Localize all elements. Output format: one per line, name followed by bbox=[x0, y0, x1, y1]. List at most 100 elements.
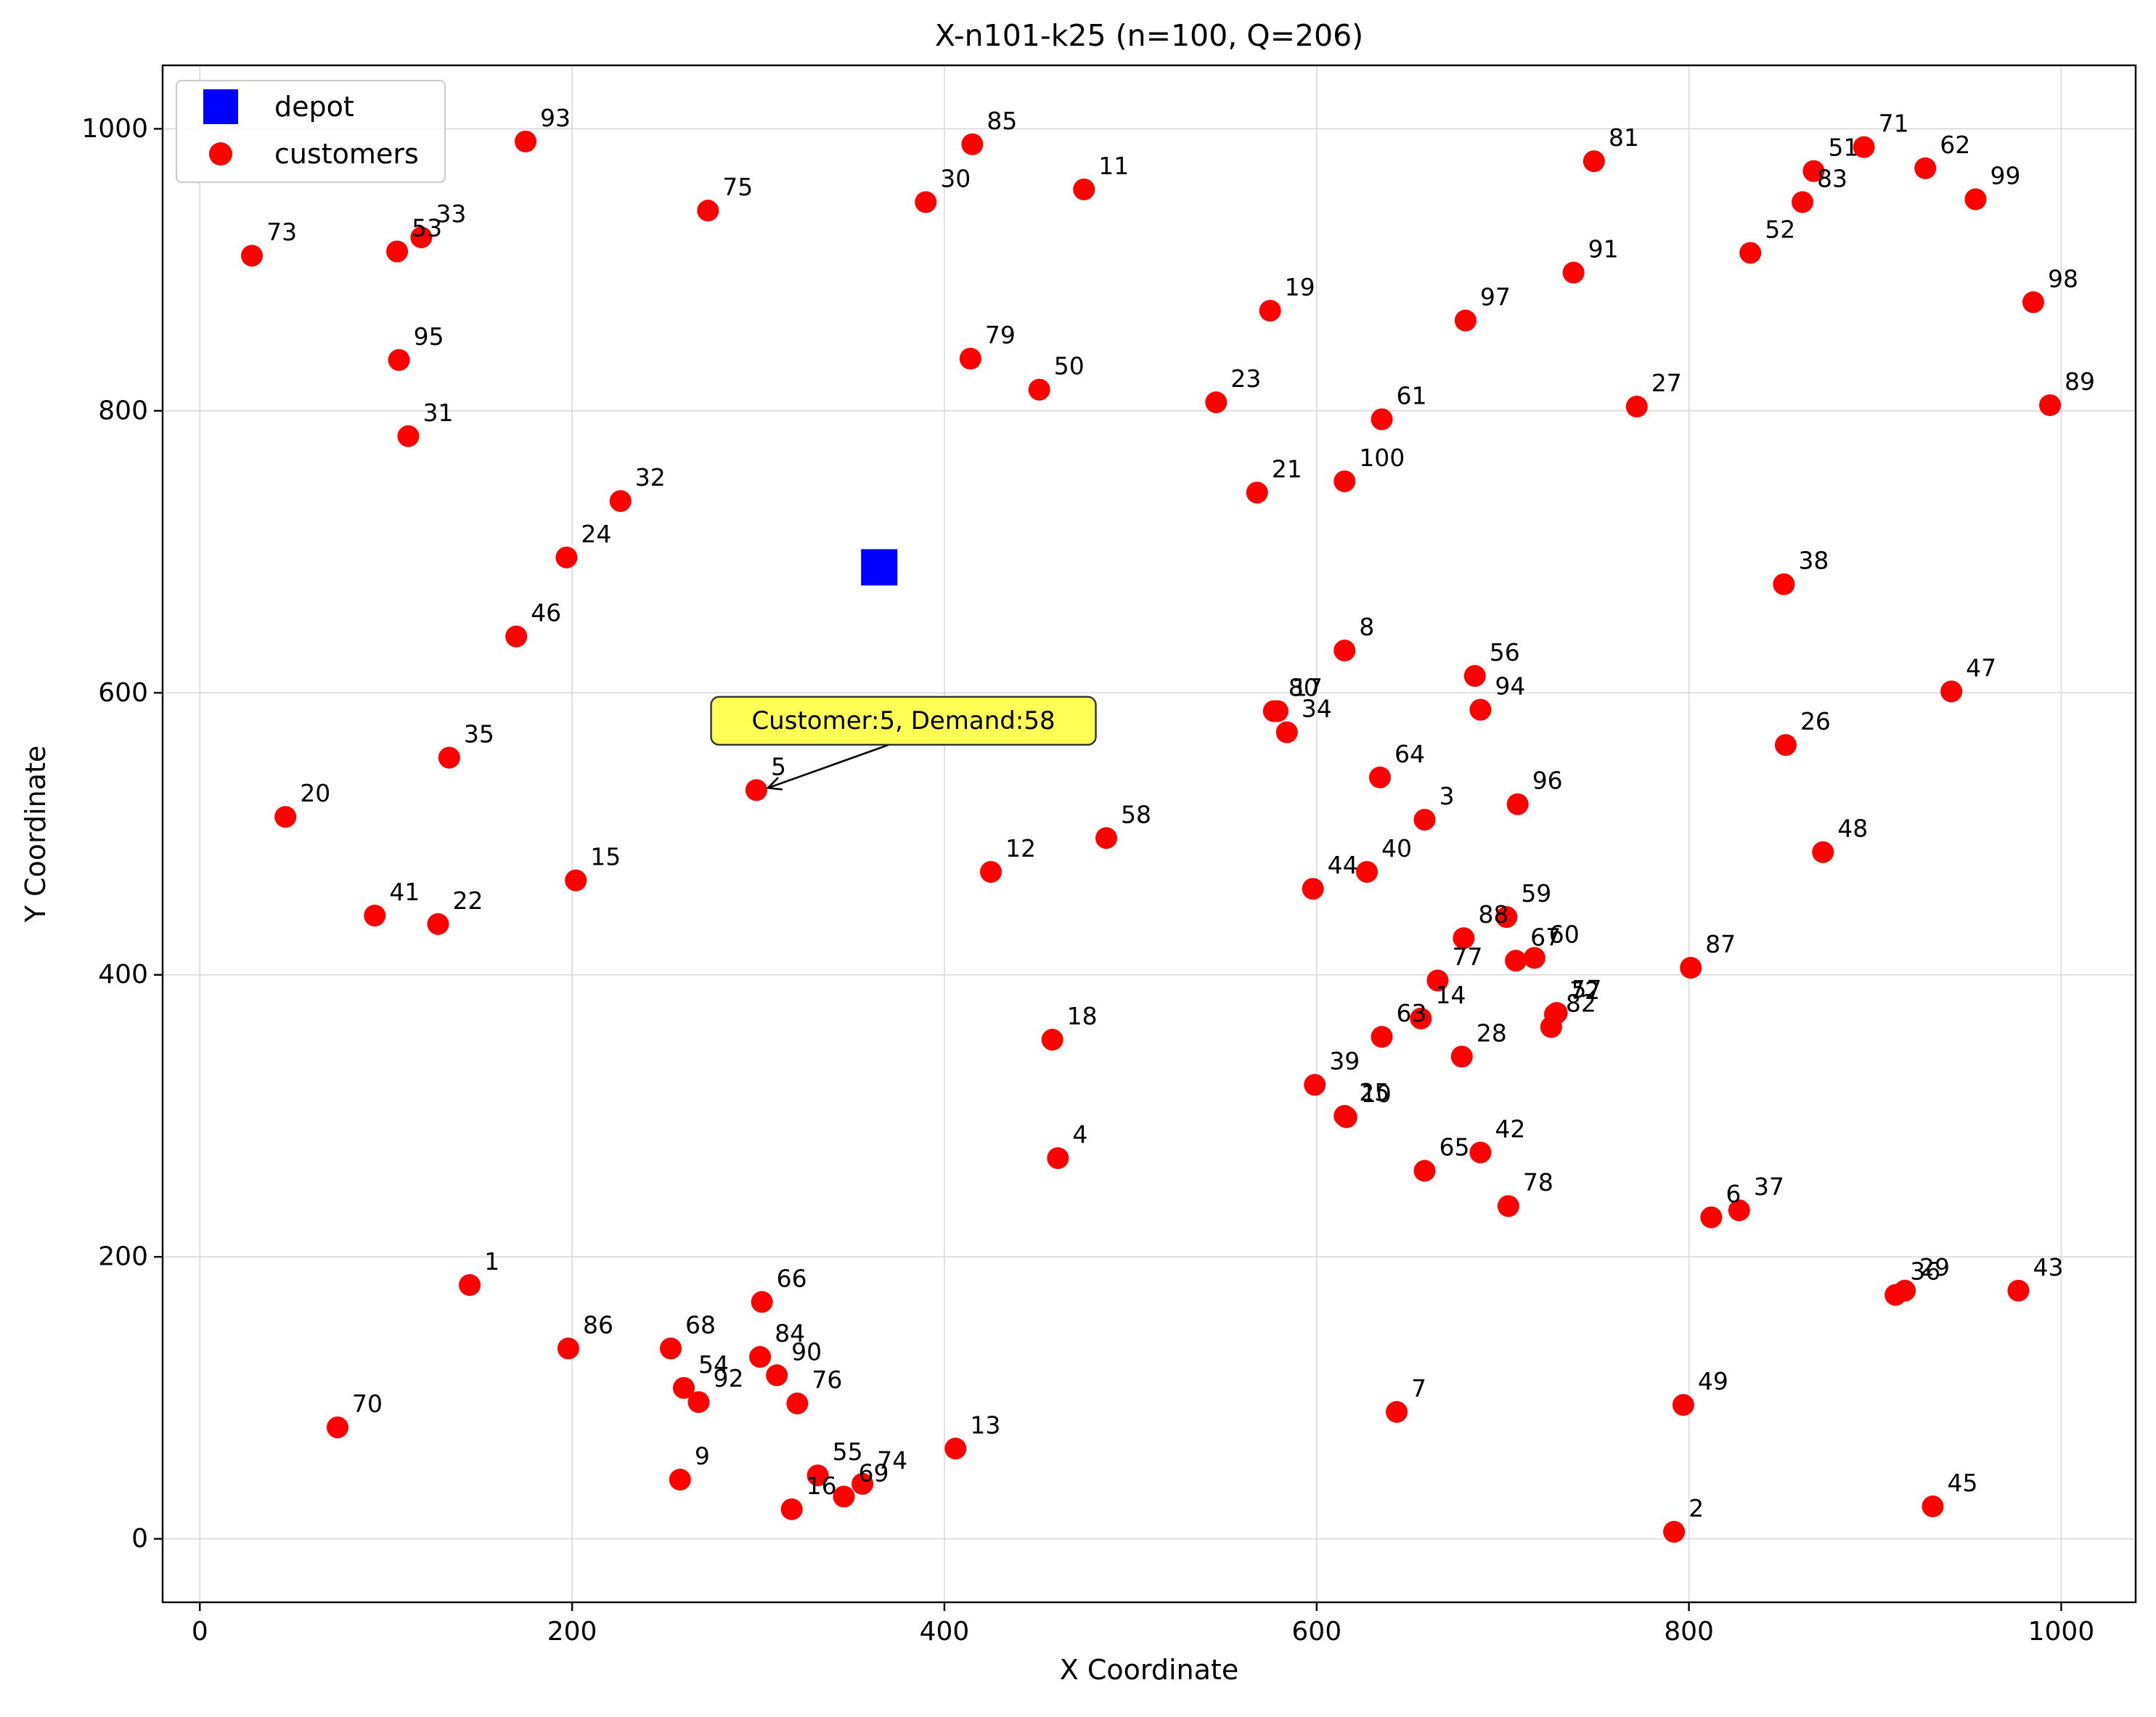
customer-point bbox=[749, 1346, 772, 1369]
customer-label: 83 bbox=[1817, 164, 1847, 192]
customer-point bbox=[427, 913, 449, 935]
customer-label: 30 bbox=[940, 164, 971, 192]
customer-label: 65 bbox=[1439, 1133, 1469, 1162]
customer-label: 76 bbox=[812, 1366, 842, 1394]
customer-point bbox=[505, 625, 528, 648]
customer-label: 6 bbox=[1726, 1180, 1741, 1208]
customer-label: 61 bbox=[1397, 381, 1427, 409]
customer-point bbox=[1523, 947, 1545, 969]
customer-point bbox=[1497, 1195, 1519, 1218]
customer-label: 54 bbox=[698, 1350, 729, 1379]
customer-point bbox=[1386, 1400, 1408, 1423]
customer-point bbox=[1073, 178, 1095, 200]
customer-point bbox=[1922, 1495, 1944, 1517]
customer-label: 34 bbox=[1302, 695, 1332, 723]
x-axis-label: X Coordinate bbox=[1060, 1654, 1238, 1686]
customer-point bbox=[780, 1498, 803, 1520]
customer-label: 74 bbox=[877, 1446, 907, 1475]
customer-point bbox=[1469, 698, 1492, 721]
customer-point bbox=[1812, 841, 1834, 863]
customer-point bbox=[1426, 969, 1449, 992]
y-tick-label: 200 bbox=[98, 1242, 148, 1272]
customer-label: 95 bbox=[414, 322, 444, 351]
x-tick-label: 200 bbox=[547, 1617, 597, 1647]
customer-label: 97 bbox=[1480, 283, 1511, 311]
customer-point bbox=[1663, 1520, 1686, 1543]
customer-label: 9 bbox=[695, 1442, 710, 1470]
customer-point bbox=[1410, 1007, 1432, 1029]
customer-point bbox=[1773, 573, 1795, 595]
customer-label: 94 bbox=[1495, 672, 1525, 701]
customer-label: 21 bbox=[1272, 454, 1302, 483]
customer-point bbox=[410, 226, 433, 248]
customer-point bbox=[786, 1392, 809, 1415]
customer-label: 92 bbox=[713, 1364, 743, 1392]
customer-label: 63 bbox=[1397, 999, 1427, 1027]
customer-point bbox=[1505, 950, 1527, 972]
customer-label: 98 bbox=[2048, 264, 2078, 293]
customer-label: 17 bbox=[1292, 674, 1323, 702]
customer-label: 44 bbox=[1328, 851, 1358, 879]
customer-point bbox=[1540, 1016, 1562, 1038]
customer-point bbox=[1259, 299, 1281, 322]
y-tick-label: 600 bbox=[98, 678, 148, 708]
callout-text: Customer:5, Demand:58 bbox=[751, 706, 1055, 735]
customer-label: 15 bbox=[590, 843, 621, 871]
customer-label: 69 bbox=[858, 1459, 889, 1487]
customer-point bbox=[1802, 160, 1825, 182]
customer-point bbox=[1368, 766, 1391, 788]
x-tick-label: 400 bbox=[920, 1617, 970, 1647]
customer-point bbox=[241, 245, 264, 267]
customer-label: 88 bbox=[1478, 900, 1508, 929]
legend-depot-label: depot bbox=[274, 91, 354, 123]
customer-label: 7 bbox=[1411, 1374, 1426, 1403]
customer-point bbox=[1463, 664, 1486, 687]
customer-point bbox=[660, 1337, 682, 1360]
legend-box bbox=[175, 79, 446, 184]
customer-label: 14 bbox=[1435, 981, 1466, 1009]
customer-label: 42 bbox=[1495, 1114, 1525, 1143]
customer-label: 11 bbox=[1098, 152, 1129, 180]
customer-point bbox=[1583, 150, 1605, 173]
legend-depot-marker bbox=[203, 89, 238, 124]
customer-label: 48 bbox=[1837, 815, 1868, 843]
customer-label: 39 bbox=[1329, 1047, 1360, 1075]
y-tick-label: 0 bbox=[131, 1524, 148, 1554]
plot-frame bbox=[161, 64, 2137, 1604]
customer-point bbox=[1371, 408, 1393, 431]
customer-label: 32 bbox=[635, 463, 666, 492]
customer-point bbox=[745, 779, 767, 802]
customer-point bbox=[2007, 1279, 2030, 1302]
customer-label: 37 bbox=[1754, 1172, 1784, 1201]
customer-label: 16 bbox=[807, 1472, 837, 1500]
customer-point bbox=[386, 240, 409, 263]
customer-label: 28 bbox=[1477, 1019, 1507, 1047]
customer-point bbox=[1914, 157, 1937, 179]
customer-point bbox=[1672, 1394, 1694, 1416]
customer-label: 59 bbox=[1521, 879, 1551, 908]
customer-label: 67 bbox=[1530, 923, 1561, 951]
customer-label: 47 bbox=[1966, 653, 1996, 682]
depot-marker-group bbox=[861, 549, 898, 586]
customer-point bbox=[1356, 860, 1379, 883]
customer-point bbox=[1495, 906, 1518, 929]
customer-point bbox=[555, 546, 578, 568]
customer-label: 49 bbox=[1698, 1367, 1728, 1395]
customer-point bbox=[1562, 261, 1585, 284]
y-tick-label: 800 bbox=[98, 396, 148, 425]
customer-point bbox=[669, 1469, 691, 1491]
customer-label: 50 bbox=[1054, 352, 1085, 380]
customer-callout: Customer:5, Demand:58 bbox=[710, 696, 1097, 791]
y-tick-label: 400 bbox=[98, 960, 148, 990]
customer-point bbox=[1774, 734, 1797, 756]
customer-point bbox=[1739, 242, 1762, 264]
customer-label: 60 bbox=[1549, 920, 1580, 948]
customer-label: 100 bbox=[1359, 444, 1405, 472]
customer-point bbox=[1413, 1159, 1436, 1182]
customer-label: 56 bbox=[1490, 638, 1520, 666]
customer-point bbox=[565, 869, 587, 892]
customer-point bbox=[1028, 378, 1050, 401]
customer-point bbox=[459, 1274, 481, 1297]
customer-point bbox=[1246, 481, 1268, 504]
customer-label: 36 bbox=[1910, 1257, 1940, 1286]
